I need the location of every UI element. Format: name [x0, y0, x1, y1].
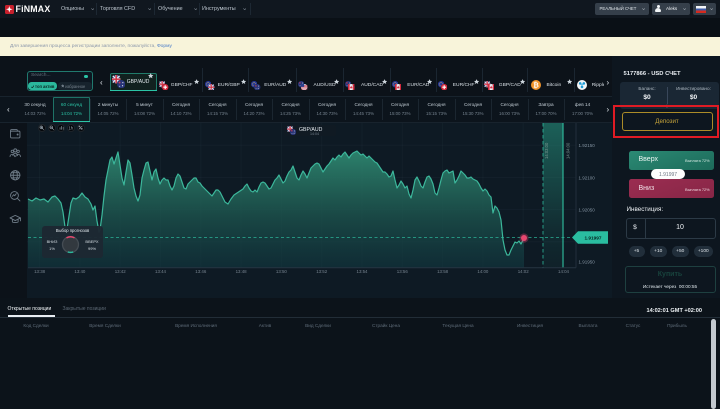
svg-text:14:00: 14:00 [477, 269, 489, 274]
svg-text:13:50: 13:50 [276, 269, 288, 274]
svg-text:13:46: 13:46 [195, 269, 207, 274]
svg-text:13:48: 13:48 [236, 269, 248, 274]
svg-text:13:56: 13:56 [397, 269, 409, 274]
svg-text:14:03:00: 14:03:00 [544, 142, 549, 159]
svg-text:₿: ₿ [533, 81, 539, 89]
svg-text:14:04:00: 14:04:00 [566, 142, 571, 159]
svg-text:14:02: 14:02 [518, 269, 530, 274]
svg-text:1.92150: 1.92150 [579, 143, 596, 148]
svg-text:13:42: 13:42 [115, 269, 127, 274]
svg-text:13:44: 13:44 [155, 269, 167, 274]
svg-text:1.92050: 1.92050 [579, 207, 596, 212]
svg-text:13:40: 13:40 [74, 269, 86, 274]
svg-text:13:54: 13:54 [357, 269, 369, 274]
svg-text:1.92100: 1.92100 [579, 175, 596, 180]
svg-text:14:04: 14:04 [558, 269, 570, 274]
svg-text:1.91950: 1.91950 [579, 260, 596, 265]
svg-text:13:58: 13:58 [437, 269, 449, 274]
svg-text:1.91997: 1.91997 [585, 236, 602, 241]
svg-text:13:38: 13:38 [34, 269, 46, 274]
svg-text:13:52: 13:52 [316, 269, 328, 274]
